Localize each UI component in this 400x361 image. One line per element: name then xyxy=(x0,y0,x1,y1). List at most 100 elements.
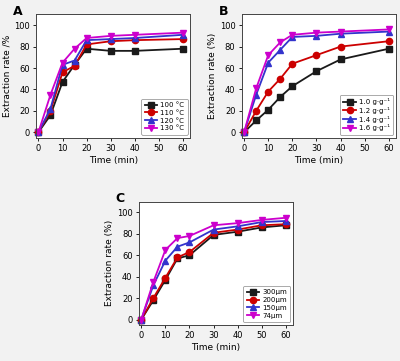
100 °C xyxy=(108,49,113,53)
110 °C xyxy=(36,130,41,134)
300μm xyxy=(211,233,216,237)
74μm xyxy=(139,317,144,322)
Line: 120 °C: 120 °C xyxy=(35,32,186,135)
1.4 g·g⁻¹ xyxy=(386,29,391,34)
1.6 g·g⁻¹ xyxy=(314,30,319,35)
200μm xyxy=(151,296,156,300)
110 °C xyxy=(60,70,65,74)
100 °C xyxy=(181,47,186,51)
Line: 1.4 g·g⁻¹: 1.4 g·g⁻¹ xyxy=(241,29,392,135)
1.4 g·g⁻¹ xyxy=(266,61,271,65)
1.2 g·g⁻¹ xyxy=(242,130,246,134)
X-axis label: Time (min): Time (min) xyxy=(88,156,138,165)
1.6 g·g⁻¹ xyxy=(386,27,391,32)
200μm xyxy=(260,223,264,227)
X-axis label: Time (min): Time (min) xyxy=(192,343,240,352)
110 °C xyxy=(132,38,137,42)
120 °C xyxy=(48,106,53,111)
110 °C xyxy=(72,64,77,68)
1.6 g·g⁻¹ xyxy=(338,29,343,34)
120 °C xyxy=(132,36,137,40)
1.0 g·g⁻¹ xyxy=(254,118,258,123)
1.4 g·g⁻¹ xyxy=(254,93,258,97)
150μm xyxy=(211,227,216,232)
Line: 74μm: 74μm xyxy=(138,215,289,323)
X-axis label: Time (min): Time (min) xyxy=(294,156,344,165)
1.0 g·g⁻¹ xyxy=(386,47,391,51)
Text: A: A xyxy=(13,5,22,18)
1.6 g·g⁻¹ xyxy=(242,130,246,134)
200μm xyxy=(284,222,288,226)
120 °C xyxy=(84,38,89,42)
130 °C xyxy=(48,93,53,97)
Text: B: B xyxy=(218,5,228,18)
110 °C xyxy=(84,42,89,47)
110 °C xyxy=(48,109,53,113)
Legend: 100 °C, 110 °C, 120 °C, 130 °C: 100 °C, 110 °C, 120 °C, 130 °C xyxy=(141,99,188,135)
150μm xyxy=(235,224,240,229)
130 °C xyxy=(181,30,186,35)
100 °C xyxy=(132,49,137,53)
150μm xyxy=(284,219,288,223)
300μm xyxy=(284,223,288,227)
100 °C xyxy=(36,130,41,134)
200μm xyxy=(163,275,168,280)
74μm xyxy=(284,216,288,220)
130 °C xyxy=(36,130,41,134)
200μm xyxy=(175,255,180,260)
1.2 g·g⁻¹ xyxy=(278,77,283,81)
150μm xyxy=(260,220,264,224)
120 °C xyxy=(36,130,41,134)
1.0 g·g⁻¹ xyxy=(266,108,271,112)
74μm xyxy=(151,280,156,284)
74μm xyxy=(187,234,192,238)
1.0 g·g⁻¹ xyxy=(242,130,246,134)
74μm xyxy=(260,218,264,222)
1.4 g·g⁻¹ xyxy=(338,31,343,36)
120 °C xyxy=(108,37,113,41)
Line: 1.0 g·g⁻¹: 1.0 g·g⁻¹ xyxy=(241,45,392,135)
1.2 g·g⁻¹ xyxy=(254,109,258,113)
Line: 110 °C: 110 °C xyxy=(35,36,186,135)
Line: 150μm: 150μm xyxy=(138,218,289,323)
Y-axis label: Extraction rate (%): Extraction rate (%) xyxy=(208,33,217,119)
150μm xyxy=(139,317,144,322)
1.2 g·g⁻¹ xyxy=(314,53,319,57)
300μm xyxy=(235,230,240,234)
Line: 1.6 g·g⁻¹: 1.6 g·g⁻¹ xyxy=(241,26,392,135)
100 °C xyxy=(48,113,53,117)
300μm xyxy=(151,298,156,303)
1.0 g·g⁻¹ xyxy=(338,57,343,62)
120 °C xyxy=(181,32,186,37)
1.0 g·g⁻¹ xyxy=(314,69,319,73)
100 °C xyxy=(60,80,65,84)
150μm xyxy=(175,244,180,249)
1.6 g·g⁻¹ xyxy=(266,53,271,57)
130 °C xyxy=(108,34,113,38)
Line: 130 °C: 130 °C xyxy=(35,30,186,135)
300μm xyxy=(139,317,144,322)
1.4 g·g⁻¹ xyxy=(278,48,283,52)
1.6 g·g⁻¹ xyxy=(254,86,258,91)
300μm xyxy=(187,253,192,257)
1.6 g·g⁻¹ xyxy=(278,40,283,44)
74μm xyxy=(211,223,216,227)
1.4 g·g⁻¹ xyxy=(290,35,295,39)
1.2 g·g⁻¹ xyxy=(338,44,343,49)
74μm xyxy=(163,248,168,252)
200μm xyxy=(235,227,240,232)
120 °C xyxy=(72,58,77,63)
Legend: 1.0 g·g⁻¹, 1.2 g·g⁻¹, 1.4 g·g⁻¹, 1.6 g·g⁻¹: 1.0 g·g⁻¹, 1.2 g·g⁻¹, 1.4 g·g⁻¹, 1.6 g·g… xyxy=(340,95,393,135)
1.2 g·g⁻¹ xyxy=(266,90,271,94)
300μm xyxy=(260,225,264,230)
Text: C: C xyxy=(116,192,125,205)
130 °C xyxy=(72,47,77,51)
1.2 g·g⁻¹ xyxy=(290,62,295,66)
130 °C xyxy=(60,61,65,65)
Y-axis label: Extraction rate /%: Extraction rate /% xyxy=(2,35,11,117)
Y-axis label: Extraction rate (%): Extraction rate (%) xyxy=(105,220,114,306)
150μm xyxy=(163,258,168,263)
110 °C xyxy=(181,37,186,41)
130 °C xyxy=(84,36,89,40)
1.4 g·g⁻¹ xyxy=(314,34,319,38)
